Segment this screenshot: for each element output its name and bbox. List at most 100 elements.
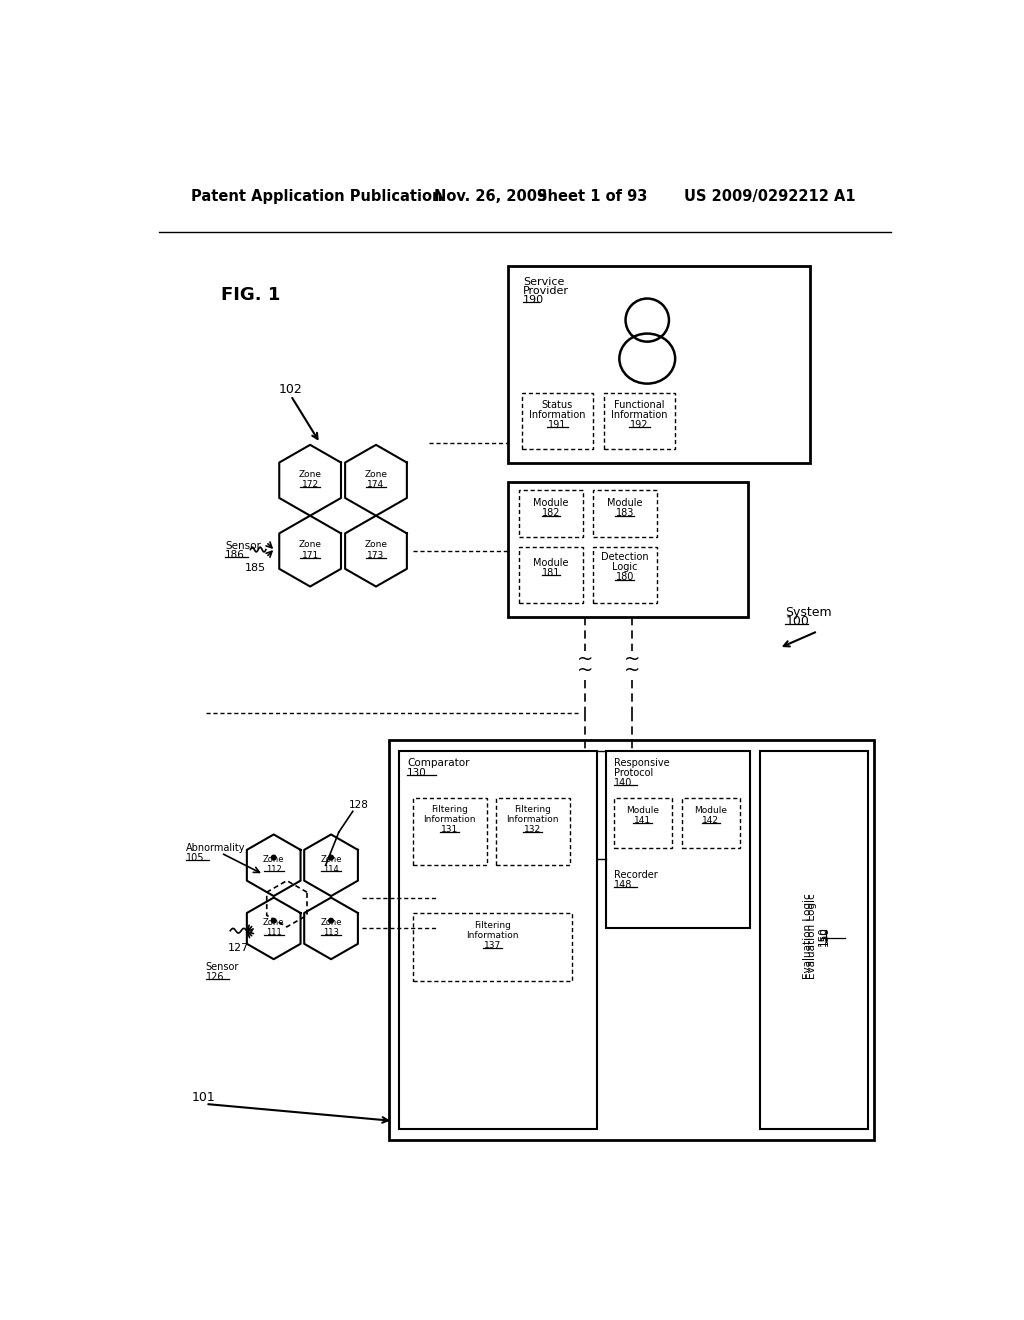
Text: 182: 182 bbox=[542, 508, 560, 519]
Text: 131: 131 bbox=[441, 825, 459, 834]
Text: 101: 101 bbox=[191, 1092, 215, 1105]
Text: Module: Module bbox=[626, 807, 659, 814]
Text: Zone: Zone bbox=[299, 470, 322, 479]
Bar bbox=[519, 490, 583, 537]
Bar bbox=[760, 751, 868, 1129]
Text: FIG. 1: FIG. 1 bbox=[221, 286, 281, 305]
Text: Patent Application Publication: Patent Application Publication bbox=[191, 189, 443, 203]
Text: 181: 181 bbox=[542, 568, 560, 578]
Text: 141: 141 bbox=[634, 816, 651, 825]
Bar bbox=[682, 797, 740, 847]
Circle shape bbox=[271, 919, 276, 923]
Text: Sheet 1 of 93: Sheet 1 of 93 bbox=[537, 189, 647, 203]
Text: Module: Module bbox=[694, 807, 727, 814]
Text: 174: 174 bbox=[368, 480, 385, 490]
Text: Zone: Zone bbox=[263, 854, 285, 863]
Text: Comparator: Comparator bbox=[407, 758, 469, 768]
Text: 113: 113 bbox=[324, 928, 339, 937]
Text: Sensor: Sensor bbox=[206, 962, 239, 972]
Polygon shape bbox=[280, 445, 341, 516]
Text: Filtering: Filtering bbox=[474, 921, 511, 929]
Text: System: System bbox=[785, 606, 831, 619]
Bar bbox=[414, 797, 486, 866]
Text: Status: Status bbox=[542, 400, 573, 409]
Text: 126: 126 bbox=[206, 972, 224, 982]
Text: Protocol: Protocol bbox=[614, 768, 653, 777]
Text: 173: 173 bbox=[368, 552, 385, 560]
Bar bbox=[519, 548, 583, 603]
Text: 128: 128 bbox=[349, 800, 369, 810]
Text: Evaluation Logic: Evaluation Logic bbox=[804, 894, 813, 979]
Text: 132: 132 bbox=[524, 825, 541, 834]
Text: Information: Information bbox=[423, 816, 476, 824]
Text: 150: 150 bbox=[820, 927, 829, 946]
Text: ~: ~ bbox=[624, 661, 640, 680]
Text: Zone: Zone bbox=[365, 540, 387, 549]
Text: Zone: Zone bbox=[321, 917, 342, 927]
Text: US 2009/0292212 A1: US 2009/0292212 A1 bbox=[684, 189, 855, 203]
Text: 186: 186 bbox=[225, 550, 245, 560]
Polygon shape bbox=[304, 834, 358, 896]
Text: 102: 102 bbox=[280, 383, 303, 396]
Text: 171: 171 bbox=[301, 552, 318, 560]
Circle shape bbox=[329, 855, 334, 859]
Polygon shape bbox=[345, 445, 407, 516]
Text: Filtering: Filtering bbox=[431, 805, 468, 814]
Text: Service: Service bbox=[523, 277, 564, 286]
Text: Zone: Zone bbox=[299, 540, 322, 549]
Text: Detection: Detection bbox=[601, 552, 648, 562]
Text: Logic: Logic bbox=[612, 562, 638, 573]
Polygon shape bbox=[280, 516, 341, 586]
Text: 190: 190 bbox=[523, 296, 545, 305]
Text: Information: Information bbox=[529, 409, 586, 420]
Text: ~: ~ bbox=[578, 661, 594, 680]
Bar bbox=[389, 739, 873, 1140]
Text: 180: 180 bbox=[615, 573, 634, 582]
Text: Responsive: Responsive bbox=[614, 758, 670, 768]
Text: Information: Information bbox=[506, 816, 559, 824]
Bar bbox=[593, 490, 656, 537]
Text: 142: 142 bbox=[702, 816, 719, 825]
Text: Filtering: Filtering bbox=[514, 805, 551, 814]
Text: Functional: Functional bbox=[614, 400, 665, 409]
Text: Module: Module bbox=[534, 499, 569, 508]
Text: 140: 140 bbox=[614, 777, 632, 788]
Text: Zone: Zone bbox=[365, 470, 387, 479]
Text: 148: 148 bbox=[614, 879, 632, 890]
Bar bbox=[508, 267, 810, 462]
Text: Information: Information bbox=[466, 931, 518, 940]
Bar bbox=[614, 797, 672, 847]
Bar bbox=[593, 548, 656, 603]
Bar bbox=[414, 913, 572, 981]
Text: Abnormality: Abnormality bbox=[186, 842, 246, 853]
Text: 112: 112 bbox=[266, 865, 282, 874]
Text: Recorder: Recorder bbox=[614, 870, 657, 879]
Text: 185: 185 bbox=[246, 564, 266, 573]
Circle shape bbox=[329, 919, 334, 923]
Text: 183: 183 bbox=[615, 508, 634, 519]
Bar bbox=[399, 751, 597, 1129]
Text: Module: Module bbox=[607, 499, 642, 508]
Text: Module: Module bbox=[534, 557, 569, 568]
Text: Nov. 26, 2009: Nov. 26, 2009 bbox=[433, 189, 547, 203]
Polygon shape bbox=[247, 834, 301, 896]
Text: Sensor: Sensor bbox=[225, 541, 261, 550]
Text: 172: 172 bbox=[301, 480, 318, 490]
Polygon shape bbox=[304, 898, 358, 960]
Text: Zone: Zone bbox=[321, 854, 342, 863]
Text: 127: 127 bbox=[228, 942, 250, 953]
Text: ~: ~ bbox=[624, 649, 640, 668]
Text: 137: 137 bbox=[483, 941, 501, 950]
Text: ~: ~ bbox=[578, 649, 594, 668]
Text: 192: 192 bbox=[630, 420, 649, 430]
Bar bbox=[604, 393, 675, 449]
Text: 130: 130 bbox=[407, 768, 427, 777]
Text: 150: 150 bbox=[817, 927, 827, 946]
Text: 114: 114 bbox=[324, 865, 339, 874]
Polygon shape bbox=[345, 516, 407, 586]
Text: 100: 100 bbox=[785, 615, 809, 628]
Text: 191: 191 bbox=[548, 420, 566, 430]
Circle shape bbox=[271, 855, 276, 859]
Text: Provider: Provider bbox=[523, 286, 569, 296]
Bar bbox=[521, 393, 593, 449]
